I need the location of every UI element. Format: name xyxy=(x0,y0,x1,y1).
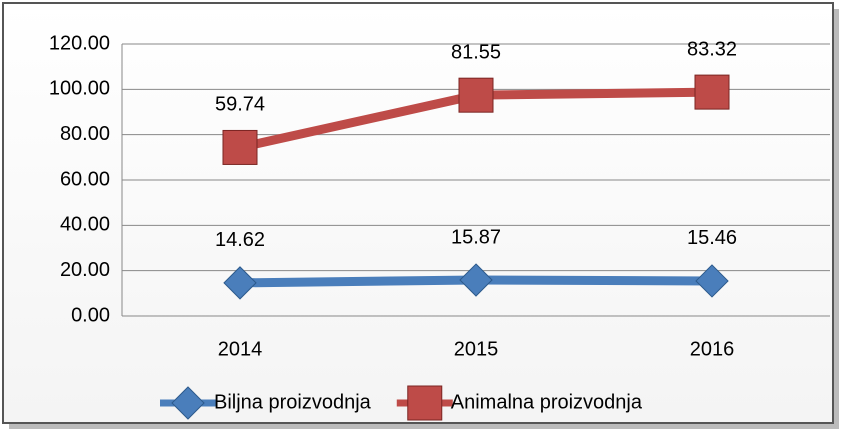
data-label: 15.46 xyxy=(687,227,737,249)
y-tick-label: 80.00 xyxy=(60,123,110,145)
x-tick-label: 2014 xyxy=(218,338,263,360)
y-tick-label: 60.00 xyxy=(60,168,110,190)
data-point xyxy=(458,77,494,113)
y-tick-label: 40.00 xyxy=(60,214,110,236)
data-label: 15.87 xyxy=(451,226,501,248)
data-point xyxy=(695,264,729,298)
data-point xyxy=(222,129,258,165)
data-label: 81.55 xyxy=(451,41,501,63)
data-label: 83.32 xyxy=(687,38,737,60)
data-point xyxy=(694,74,730,110)
legend-label: Animalna proizvodnja xyxy=(451,391,643,413)
chart-border xyxy=(2,2,834,424)
y-tick-label: 100.00 xyxy=(49,78,110,100)
data-point xyxy=(223,266,257,300)
y-tick-label: 0.00 xyxy=(71,304,110,326)
x-tick-label: 2016 xyxy=(690,338,735,360)
data-label: 14.62 xyxy=(215,229,265,251)
y-tick-label: 20.00 xyxy=(60,259,110,281)
x-tick-label: 2015 xyxy=(454,338,499,360)
legend-marker xyxy=(407,385,443,421)
legend-label: Biljna proizvodnja xyxy=(214,391,372,413)
y-tick-label: 120.00 xyxy=(49,32,110,54)
legend-marker xyxy=(171,386,205,420)
data-label: 59.74 xyxy=(215,94,265,116)
data-point xyxy=(459,263,493,297)
